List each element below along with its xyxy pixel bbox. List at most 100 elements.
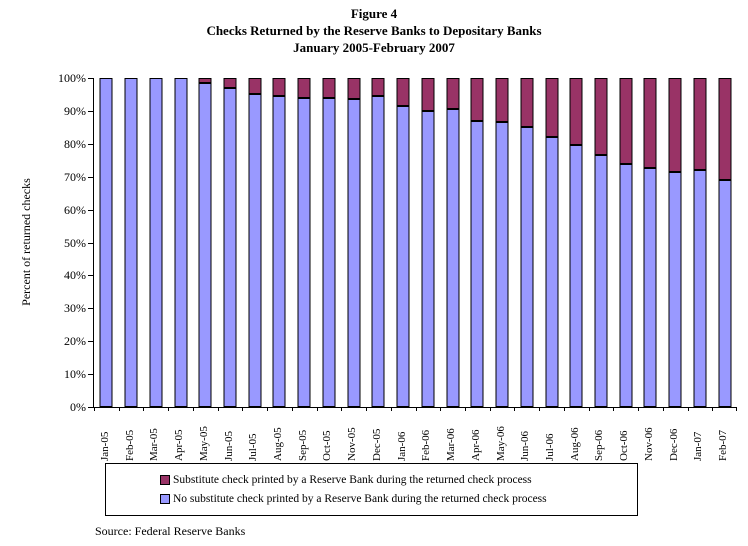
stacked-bar bbox=[669, 78, 682, 407]
segment-no-substitute-check bbox=[372, 96, 385, 407]
x-tick-mark bbox=[416, 407, 417, 411]
y-tick-label: 90% bbox=[26, 104, 86, 118]
x-tick-mark bbox=[218, 407, 219, 411]
stacked-bar bbox=[397, 78, 410, 407]
stacked-bar bbox=[298, 78, 311, 407]
segment-no-substitute-check bbox=[718, 180, 731, 407]
legend-label: Substitute check printed by a Reserve Ba… bbox=[173, 474, 532, 486]
segment-substitute-check bbox=[446, 78, 459, 109]
x-axis-label: Nov-06 bbox=[643, 413, 656, 461]
segment-no-substitute-check bbox=[199, 83, 212, 407]
chart-title: Checks Returned by the Reserve Banks to … bbox=[0, 22, 748, 39]
segment-substitute-check bbox=[644, 78, 657, 168]
x-axis-label: Sep-06 bbox=[593, 413, 606, 461]
x-axis-label: Feb-06 bbox=[420, 413, 433, 461]
x-axis-label: Oct-05 bbox=[321, 413, 334, 461]
segment-no-substitute-check bbox=[520, 127, 533, 407]
x-axis-label: Jul-05 bbox=[247, 413, 260, 461]
bar-Jul-05 bbox=[242, 78, 267, 407]
legend-box: Substitute check printed by a Reserve Ba… bbox=[105, 463, 638, 516]
x-axis-label: Feb-07 bbox=[717, 413, 730, 461]
x-axis-label: Sep-05 bbox=[297, 413, 310, 461]
y-tick-label: 60% bbox=[26, 203, 86, 217]
segment-substitute-check bbox=[471, 78, 484, 121]
segment-substitute-check bbox=[224, 78, 237, 88]
segment-no-substitute-check bbox=[446, 109, 459, 407]
bar-Oct-05 bbox=[317, 78, 342, 407]
x-tick-mark bbox=[564, 407, 565, 411]
bar-Feb-07 bbox=[712, 78, 737, 407]
bar-Aug-05 bbox=[267, 78, 292, 407]
bar-Jul-06 bbox=[539, 78, 564, 407]
segment-substitute-check bbox=[594, 78, 607, 155]
segment-substitute-check bbox=[669, 78, 682, 172]
x-axis-label: Jul-06 bbox=[544, 413, 557, 461]
stacked-bar bbox=[693, 78, 706, 407]
legend-label: No substitute check printed by a Reserve… bbox=[173, 493, 547, 505]
bar-Aug-06 bbox=[564, 78, 589, 407]
legend-swatch-icon bbox=[160, 494, 170, 504]
stacked-bar bbox=[545, 78, 558, 407]
stacked-bar bbox=[199, 78, 212, 407]
segment-substitute-check bbox=[248, 78, 261, 94]
x-axis-label: Dec-06 bbox=[668, 413, 681, 461]
segment-no-substitute-check bbox=[248, 94, 261, 407]
segment-substitute-check bbox=[322, 78, 335, 98]
segment-substitute-check bbox=[421, 78, 434, 111]
x-tick-mark bbox=[490, 407, 491, 411]
stacked-bar bbox=[174, 78, 187, 407]
x-tick-mark bbox=[688, 407, 689, 411]
bar-Dec-06 bbox=[663, 78, 688, 407]
segment-no-substitute-check bbox=[397, 106, 410, 407]
x-axis-label: Jun-06 bbox=[519, 413, 532, 461]
source-note: Source: Federal Reserve Banks bbox=[95, 524, 245, 539]
segment-no-substitute-check bbox=[100, 78, 113, 407]
segment-no-substitute-check bbox=[570, 145, 583, 407]
bar-May-05 bbox=[193, 78, 218, 407]
x-tick-mark bbox=[663, 407, 664, 411]
bar-Mar-05 bbox=[143, 78, 168, 407]
x-tick-mark bbox=[589, 407, 590, 411]
stacked-bar bbox=[273, 78, 286, 407]
stacked-bar bbox=[496, 78, 509, 407]
x-tick-mark bbox=[168, 407, 169, 411]
y-tick-label: 40% bbox=[26, 268, 86, 282]
stacked-bar bbox=[347, 78, 360, 407]
segment-substitute-check bbox=[496, 78, 509, 122]
x-tick-mark bbox=[638, 407, 639, 411]
x-axis-label: Jan-07 bbox=[692, 413, 705, 461]
segment-no-substitute-check bbox=[669, 172, 682, 407]
stacked-bar bbox=[718, 78, 731, 407]
stacked-bar bbox=[224, 78, 237, 407]
segment-substitute-check bbox=[545, 78, 558, 137]
segment-no-substitute-check bbox=[619, 164, 632, 407]
segment-no-substitute-check bbox=[421, 111, 434, 407]
x-tick-mark bbox=[465, 407, 466, 411]
segment-no-substitute-check bbox=[149, 78, 162, 407]
segment-no-substitute-check bbox=[174, 78, 187, 407]
x-axis-label: Jan-05 bbox=[99, 413, 112, 461]
stacked-bar bbox=[594, 78, 607, 407]
segment-substitute-check bbox=[347, 78, 360, 99]
y-tick-label: 10% bbox=[26, 367, 86, 381]
y-tick-label: 80% bbox=[26, 137, 86, 151]
x-axis-label: Mar-06 bbox=[445, 413, 458, 461]
bar-Apr-05 bbox=[168, 78, 193, 407]
bar-Jun-05 bbox=[218, 78, 243, 407]
x-tick-mark bbox=[317, 407, 318, 411]
x-tick-mark bbox=[391, 407, 392, 411]
bar-Jun-06 bbox=[514, 78, 539, 407]
bar-Dec-05 bbox=[366, 78, 391, 407]
legend-entry: No substitute check printed by a Reserve… bbox=[160, 493, 637, 505]
x-axis-label: Oct-06 bbox=[618, 413, 631, 461]
segment-no-substitute-check bbox=[322, 98, 335, 407]
stacked-bar bbox=[149, 78, 162, 407]
x-tick-mark bbox=[440, 407, 441, 411]
segment-no-substitute-check bbox=[644, 168, 657, 407]
segment-no-substitute-check bbox=[347, 99, 360, 407]
segment-substitute-check bbox=[718, 78, 731, 180]
x-tick-mark bbox=[712, 407, 713, 411]
legend-swatch-icon bbox=[160, 475, 170, 485]
figure-number: Figure 4 bbox=[0, 5, 748, 22]
bar-Nov-05 bbox=[341, 78, 366, 407]
